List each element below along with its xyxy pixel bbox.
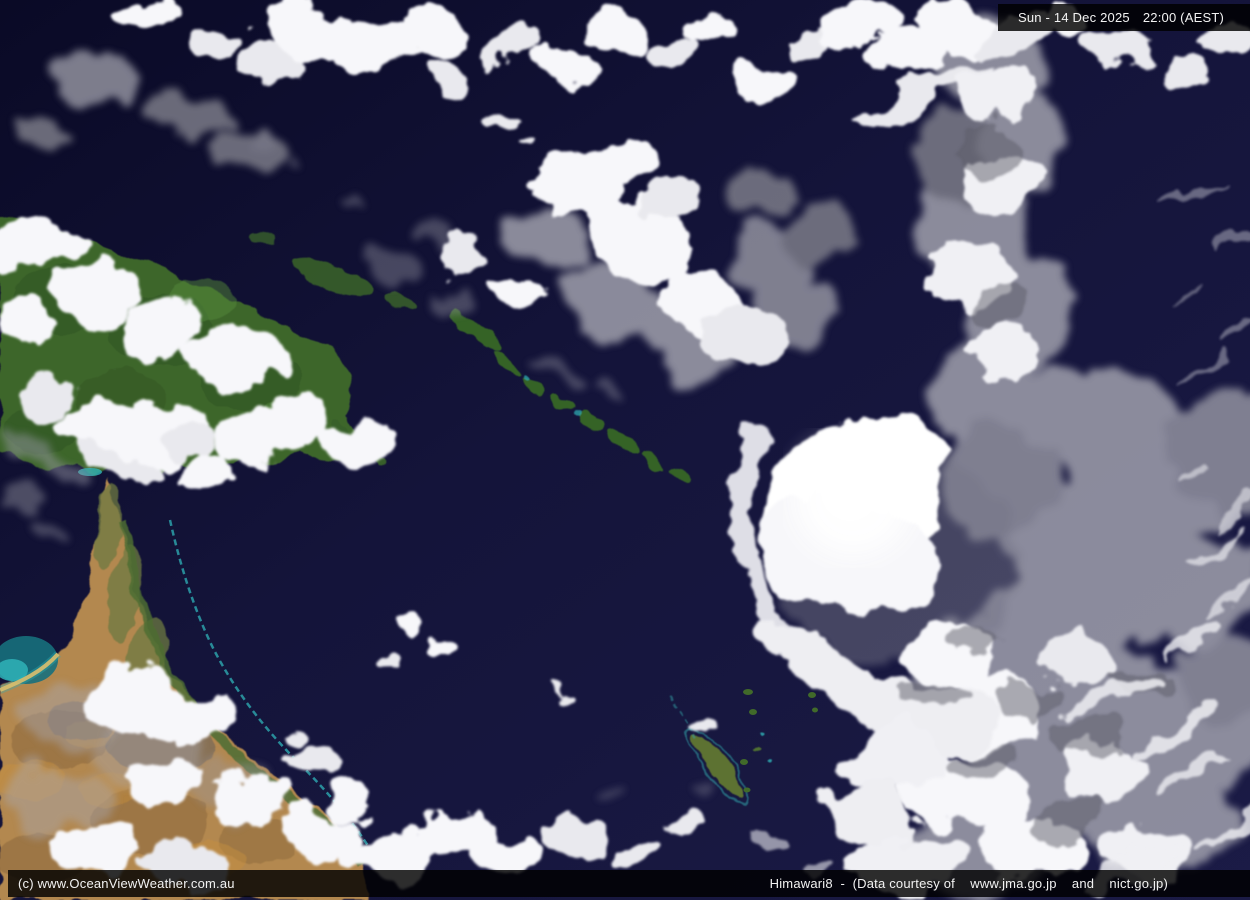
date-text: Sun - 14 Dec 2025 <box>1018 10 1130 25</box>
tropical-cyclone <box>730 415 995 890</box>
cloud-shadow-layer <box>900 125 1170 838</box>
time-text: 22:00 (AEST) <box>1142 10 1224 25</box>
vanuatu-islands <box>740 689 818 793</box>
attribution-text: Himawari8 - (Data courtesy of www.jma.go… <box>769 876 1168 891</box>
copyright-text: (c) www.OceanViewWeather.com.au <box>18 876 235 891</box>
attribution-bar: (c) www.OceanViewWeather.com.au Himawari… <box>8 870 1250 897</box>
new-caledonia-island <box>667 697 775 805</box>
timestamp-bar: Sun - 14 Dec 2025 22:00 (AEST) <box>998 4 1250 31</box>
solomon-islands <box>451 311 691 483</box>
